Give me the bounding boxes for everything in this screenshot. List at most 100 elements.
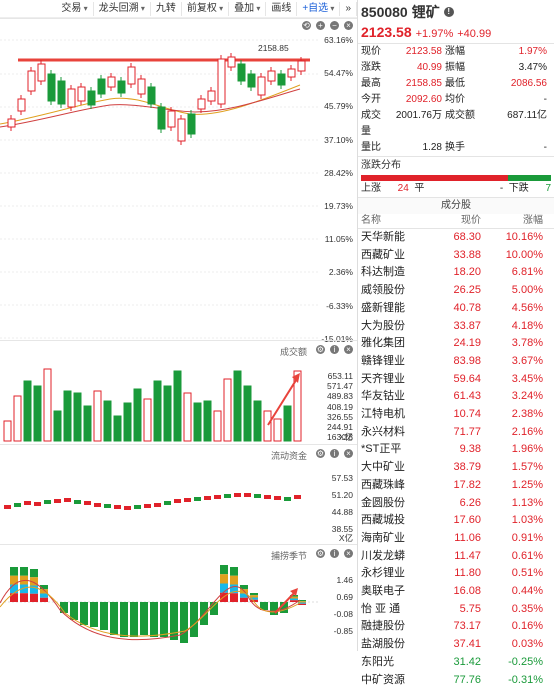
fund-bar (164, 501, 171, 505)
component-change: 4.56% (511, 301, 543, 314)
component-row[interactable]: 雅化集团 24.19 3.78% (358, 335, 554, 353)
component-row[interactable]: 中矿资源 77.76 -0.31% (358, 672, 554, 689)
component-row[interactable]: 西藏珠峰 17.82 1.25% (358, 477, 554, 495)
volume-bar (203, 400, 212, 442)
fund-bar (234, 493, 241, 497)
candle-body (197, 98, 206, 110)
settings-icon[interactable]: ⚙ (316, 549, 325, 558)
volume-chart[interactable] (0, 341, 357, 445)
toolbar-trade[interactable]: 交易 (56, 1, 94, 16)
toolbar-leader-review[interactable]: 龙头回溯 (94, 1, 151, 16)
volume-bar (83, 405, 92, 442)
dist-counts: 上涨 24 平 - 下跌 7 (358, 181, 554, 197)
volume-bar (223, 378, 232, 442)
component-row[interactable]: 永杉锂业 11.80 0.51% (358, 565, 554, 583)
info-icon[interactable]: i (330, 449, 339, 458)
component-row[interactable]: 怡 亚 通 5.75 0.35% (358, 601, 554, 619)
stat-value: 1.28 (422, 142, 442, 153)
info-icon[interactable]: i (330, 549, 339, 558)
fund-bar (14, 503, 21, 507)
component-row[interactable]: 赣锋锂业 83.98 3.67% (358, 353, 554, 371)
component-row[interactable]: 威领股份 26.25 5.00% (358, 282, 554, 300)
info-icon[interactable]: ! (443, 7, 454, 17)
col-change[interactable]: 涨幅 (523, 215, 543, 226)
component-row[interactable]: 江特电机 10.74 2.38% (358, 406, 554, 424)
toolbar-draw[interactable]: 画线 (266, 1, 298, 16)
col-name[interactable]: 名称 (361, 215, 381, 226)
season-chart[interactable] (0, 545, 357, 652)
fund-bar (34, 502, 41, 506)
close-icon[interactable]: × (344, 21, 353, 30)
fund-bar (44, 500, 51, 504)
component-row[interactable]: *ST正平 9.38 1.96% (358, 441, 554, 459)
component-row[interactable]: 融捷股份 73.17 0.16% (358, 618, 554, 636)
volume-bar (153, 380, 162, 442)
component-price: 17.82 (453, 478, 481, 491)
component-row[interactable]: 大中矿业 38.79 1.57% (358, 459, 554, 477)
component-price: 16.08 (453, 585, 481, 598)
volume-bar (93, 390, 102, 442)
close-icon[interactable]: × (344, 449, 353, 458)
fund-chart[interactable] (0, 445, 357, 545)
minus-icon[interactable]: − (330, 21, 339, 30)
season-pane-icons: ⚙ i × (316, 549, 353, 558)
toolbar-nine-turn[interactable]: 九转 (151, 1, 182, 16)
component-row[interactable]: 东阳光 31.42 -0.25% (358, 654, 554, 672)
toolbar-more[interactable]: » (340, 1, 357, 16)
component-name: 大中矿业 (361, 461, 405, 474)
season-bar-down (270, 602, 278, 615)
volume-bar (243, 385, 252, 442)
add-icon[interactable]: + (316, 21, 325, 30)
volume-bar (293, 370, 302, 442)
component-row[interactable]: 永兴材料 71.77 2.16% (358, 424, 554, 442)
component-row[interactable]: 天华新能 68.30 10.16% (358, 229, 554, 247)
candle-body (57, 80, 66, 105)
component-row[interactable]: 奥联电子 16.08 0.44% (358, 583, 554, 601)
component-row[interactable]: 华友钴业 61.43 3.24% (358, 388, 554, 406)
component-row[interactable]: 西藏矿业 33.88 10.00% (358, 247, 554, 265)
candle-body (177, 118, 186, 142)
component-price: 11.06 (454, 531, 481, 544)
axis-tick: 63.16% (324, 35, 353, 45)
fund-pane-icons: ⚙ i × (316, 449, 353, 458)
axis-tick: -6.33% (326, 300, 353, 311)
dist-bar (361, 175, 551, 181)
season-bar-down (190, 602, 198, 637)
component-row[interactable]: 西藏城投 17.60 1.03% (358, 512, 554, 530)
volume-bar (283, 405, 292, 442)
season-bar-orange (10, 575, 18, 585)
season-bar-cyan (298, 602, 306, 604)
toolbar-overlay[interactable]: 叠加 (229, 1, 267, 16)
col-price[interactable]: 现价 (461, 215, 481, 226)
components-title[interactable]: 成分股 (358, 197, 554, 214)
component-row[interactable]: 川发龙蟒 11.47 0.61% (358, 548, 554, 566)
component-row[interactable]: 海南矿业 11.06 0.91% (358, 530, 554, 548)
component-row[interactable]: 盐湖股份 37.41 0.03% (358, 636, 554, 654)
component-price: 40.78 (453, 301, 481, 314)
component-row[interactable]: 天齐锂业 59.64 3.45% (358, 371, 554, 389)
component-row[interactable]: 盛新锂能 40.78 4.56% (358, 300, 554, 318)
component-name: 天华新能 (361, 231, 405, 243)
candle-body (27, 70, 36, 92)
volume-bar (213, 410, 222, 442)
component-row[interactable]: 大为股份 33.87 4.18% (358, 318, 554, 336)
settings-icon[interactable]: ⚙ (316, 345, 325, 354)
season-bar-down (160, 602, 168, 637)
component-change: 1.96% (511, 443, 543, 456)
settings-icon[interactable]: ⚙ (316, 449, 325, 458)
volume-bar (233, 370, 242, 442)
toolbar-add-watchlist[interactable]: +自选 (297, 1, 341, 16)
component-change: 0.51% (511, 567, 543, 580)
component-row[interactable]: 金圆股份 6.26 1.13% (358, 495, 554, 513)
component-row[interactable]: 科达制造 18.20 6.81% (358, 264, 554, 282)
season-bar-cyan (240, 593, 248, 598)
toolbar-adjust[interactable]: 前复权 (182, 1, 230, 16)
refresh-icon[interactable]: ⟲ (302, 21, 311, 30)
close-icon[interactable]: × (344, 549, 353, 558)
component-name: 金圆股份 (361, 496, 405, 509)
stat-value: 2092.60 (405, 94, 442, 105)
kline-chart[interactable] (0, 19, 357, 341)
close-icon[interactable]: × (344, 345, 353, 354)
info-icon[interactable]: i (330, 345, 339, 354)
candle-body (127, 66, 136, 85)
